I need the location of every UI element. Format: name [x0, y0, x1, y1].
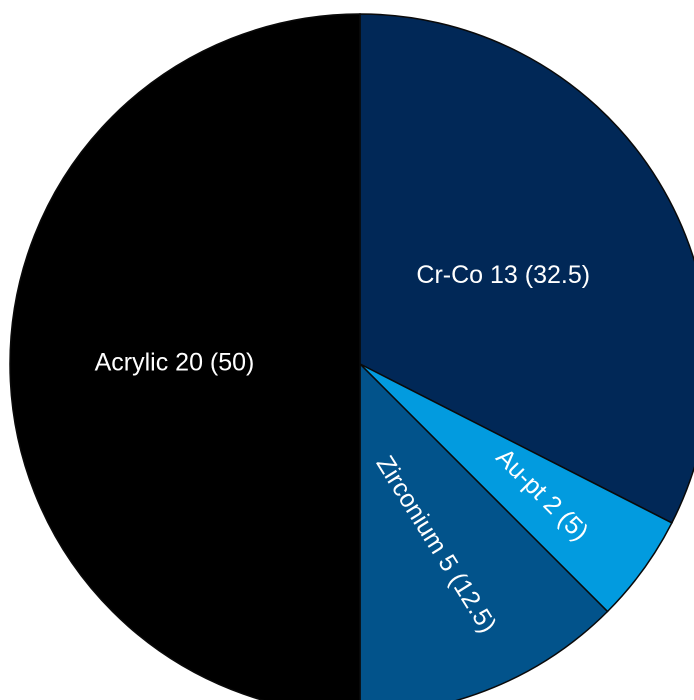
- pie-label-acrylic: Acrylic 20 (50): [95, 349, 255, 377]
- pie-slices: [9, 13, 694, 700]
- pie-slice-acrylic: [9, 13, 361, 700]
- pie-label-cr-co: Cr-Co 13 (32.5): [416, 261, 590, 289]
- pie-slice-zirconium: [359, 362, 609, 700]
- pie-slice-cr-co: [359, 13, 694, 524]
